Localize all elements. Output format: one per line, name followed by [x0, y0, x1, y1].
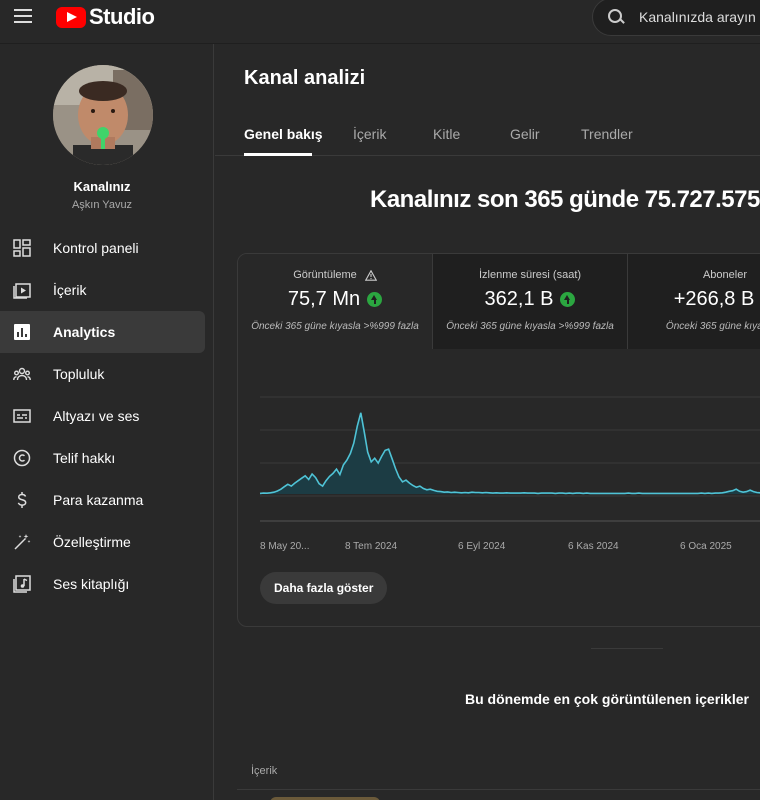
- table-divider: [237, 789, 760, 790]
- metric-label: Görüntüleme: [238, 269, 432, 281]
- tab-trends[interactable]: Trendler: [581, 126, 633, 142]
- metric-value: 362,1 B: [433, 288, 627, 311]
- copyright-icon: [13, 449, 31, 467]
- arrow-up-icon: [560, 292, 576, 307]
- metric-subscribers-compare: Önceki 365 güne kıyasla >: [665, 321, 760, 332]
- sidebar-item-subtitles[interactable]: Altyazı ve ses: [0, 395, 205, 437]
- sidebar-item-label: Kontrol paneli: [53, 240, 139, 256]
- metric-subscribers-label: Aboneler: [702, 269, 748, 281]
- metric-watch-time-compare: Önceki 365 güne kıyasla >%999 fazla: [446, 321, 614, 332]
- arrow-up-icon: [367, 292, 383, 307]
- search-input[interactable]: [639, 9, 760, 25]
- magic-wand-icon: [13, 533, 31, 551]
- sidebar-item-label: Ses kitaplığı: [53, 576, 130, 592]
- column-header-content: İçerik: [251, 765, 278, 777]
- metric-label: İzlenme süresi (saat): [433, 269, 627, 281]
- sidebar-item-label: Analytics: [53, 324, 116, 340]
- studio-logo[interactable]: Studio: [56, 4, 155, 30]
- analytics-tabs: Genel bakış İçerik Kitle Gelir Trendler: [215, 114, 760, 156]
- chart-area-fill: [260, 412, 760, 494]
- dashboard-icon: [13, 239, 31, 257]
- metric-views[interactable]: Görüntüleme 75,7 Mn Önceki 365 güne kıya…: [238, 254, 432, 349]
- warning-icon: [364, 269, 377, 281]
- sidebar-item-analytics[interactable]: Analytics: [0, 311, 205, 353]
- metric-subscribers-value: +266,8 B: [673, 288, 755, 310]
- logo-text: Studio: [89, 4, 155, 29]
- metric-value: +266,8 B: [628, 288, 760, 311]
- sidebar-item-community[interactable]: Topluluk: [0, 353, 205, 395]
- sidebar-nav: Kontrol paneli İçerik Analytics Topluluk…: [0, 227, 214, 605]
- search-icon[interactable]: [607, 8, 625, 26]
- channel-owner: Aşkın Yavuz: [71, 199, 133, 211]
- metric-watch-time-value: 362,1 B: [484, 288, 554, 310]
- subtitles-icon: [13, 407, 31, 425]
- metric-value: 75,7 Mn: [238, 288, 432, 311]
- metric-views-value: 75,7 Mn: [287, 288, 361, 310]
- metric-watch-time-label: İzlenme süresi (saat): [478, 269, 582, 281]
- sidebar-item-label: Para kazanma: [53, 492, 144, 508]
- chart-x-tick-label: 8 May 20...: [260, 541, 309, 552]
- top-bar: Studio: [0, 0, 760, 44]
- metric-views-compare: Önceki 365 güne kıyasla >%999 fazla: [251, 321, 419, 332]
- chart-x-tick-label: 6 Oca 2025: [680, 541, 732, 552]
- sidebar-item-label: Topluluk: [53, 366, 105, 382]
- sidebar-item-label: Telif hakkı: [53, 450, 116, 466]
- content-icon: [13, 281, 31, 299]
- channel-name: Kanalınız: [73, 179, 131, 194]
- sidebar-item-label: Özelleştirme: [53, 534, 131, 550]
- sidebar-item-copyright[interactable]: Telif hakkı: [0, 437, 205, 479]
- sidebar-item-monetization[interactable]: Para kazanma: [0, 479, 205, 521]
- analytics-icon: [13, 323, 31, 341]
- divider: [591, 648, 663, 649]
- sidebar-item-dashboard[interactable]: Kontrol paneli: [0, 227, 205, 269]
- headline: Kanalınız son 365 günde 75.727.575: [370, 186, 760, 213]
- sidebar-item-content[interactable]: İçerik: [0, 269, 205, 311]
- show-more-button[interactable]: Daha fazla göster: [260, 572, 388, 604]
- chart-x-tick-label: 6 Eyl 2024: [458, 541, 506, 552]
- metric-subscribers[interactable]: Aboneler +266,8 B Önceki 365 güne kıyasl…: [627, 254, 760, 349]
- tab-content[interactable]: İçerik: [353, 126, 387, 142]
- community-icon: [13, 365, 31, 383]
- audio-library-icon: [13, 575, 31, 593]
- tab-revenue[interactable]: Gelir: [510, 126, 540, 142]
- chart-x-tick-label: 8 Tem 2024: [345, 541, 398, 552]
- video-thumbnail[interactable]: [270, 797, 380, 800]
- metric-label: Aboneler: [628, 269, 760, 281]
- chart-series-line: [259, 412, 760, 495]
- sidebar-item-label: İçerik: [53, 282, 87, 298]
- tab-audience[interactable]: Kitle: [433, 126, 461, 142]
- main-content: Kanal analizi Genel bakış İçerik Kitle G…: [215, 44, 760, 800]
- avatar[interactable]: [53, 65, 153, 165]
- sidebar-item-label: Altyazı ve ses: [53, 408, 140, 424]
- dollar-icon: [13, 491, 31, 509]
- chart-x-tick-label: 6 Kas 2024: [568, 541, 619, 552]
- menu-icon[interactable]: [14, 9, 32, 23]
- sidebar-item-audio-library[interactable]: Ses kitaplığı: [0, 563, 205, 605]
- top-content-title: Bu dönemde en çok görüntülenen içerikler: [465, 691, 749, 707]
- metric-views-label: Görüntüleme: [293, 269, 357, 281]
- sidebar-item-customization[interactable]: Özelleştirme: [0, 521, 205, 563]
- metric-watch-time[interactable]: İzlenme süresi (saat) 362,1 B Önceki 365…: [432, 254, 627, 349]
- search-box[interactable]: [592, 0, 760, 36]
- views-chart[interactable]: 8 May 20... 8 Tem 2024 6 Eyl 2024 6 Kas 202…: [238, 394, 760, 554]
- tab-overview[interactable]: Genel bakış: [244, 126, 323, 142]
- overview-card: Görüntüleme 75,7 Mn Önceki 365 güne kıya…: [237, 253, 760, 627]
- youtube-play-icon: [56, 6, 86, 28]
- sidebar: Kanalınız Aşkın Yavuz Kontrol paneli İçe…: [0, 44, 214, 800]
- active-tab-indicator: [244, 153, 312, 156]
- page-title: Kanal analizi: [244, 67, 366, 89]
